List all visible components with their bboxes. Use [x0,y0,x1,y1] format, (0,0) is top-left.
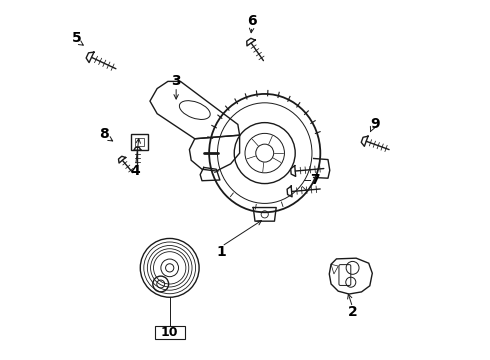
Text: 1: 1 [217,245,226,259]
Text: 4: 4 [131,164,141,178]
Text: 10: 10 [161,326,178,339]
Text: 2: 2 [348,305,358,319]
Text: 3: 3 [172,75,181,89]
Text: 9: 9 [370,117,380,131]
Text: 8: 8 [99,127,109,141]
Text: 6: 6 [247,14,257,28]
Text: 5: 5 [73,31,82,45]
Text: 7: 7 [310,173,320,187]
